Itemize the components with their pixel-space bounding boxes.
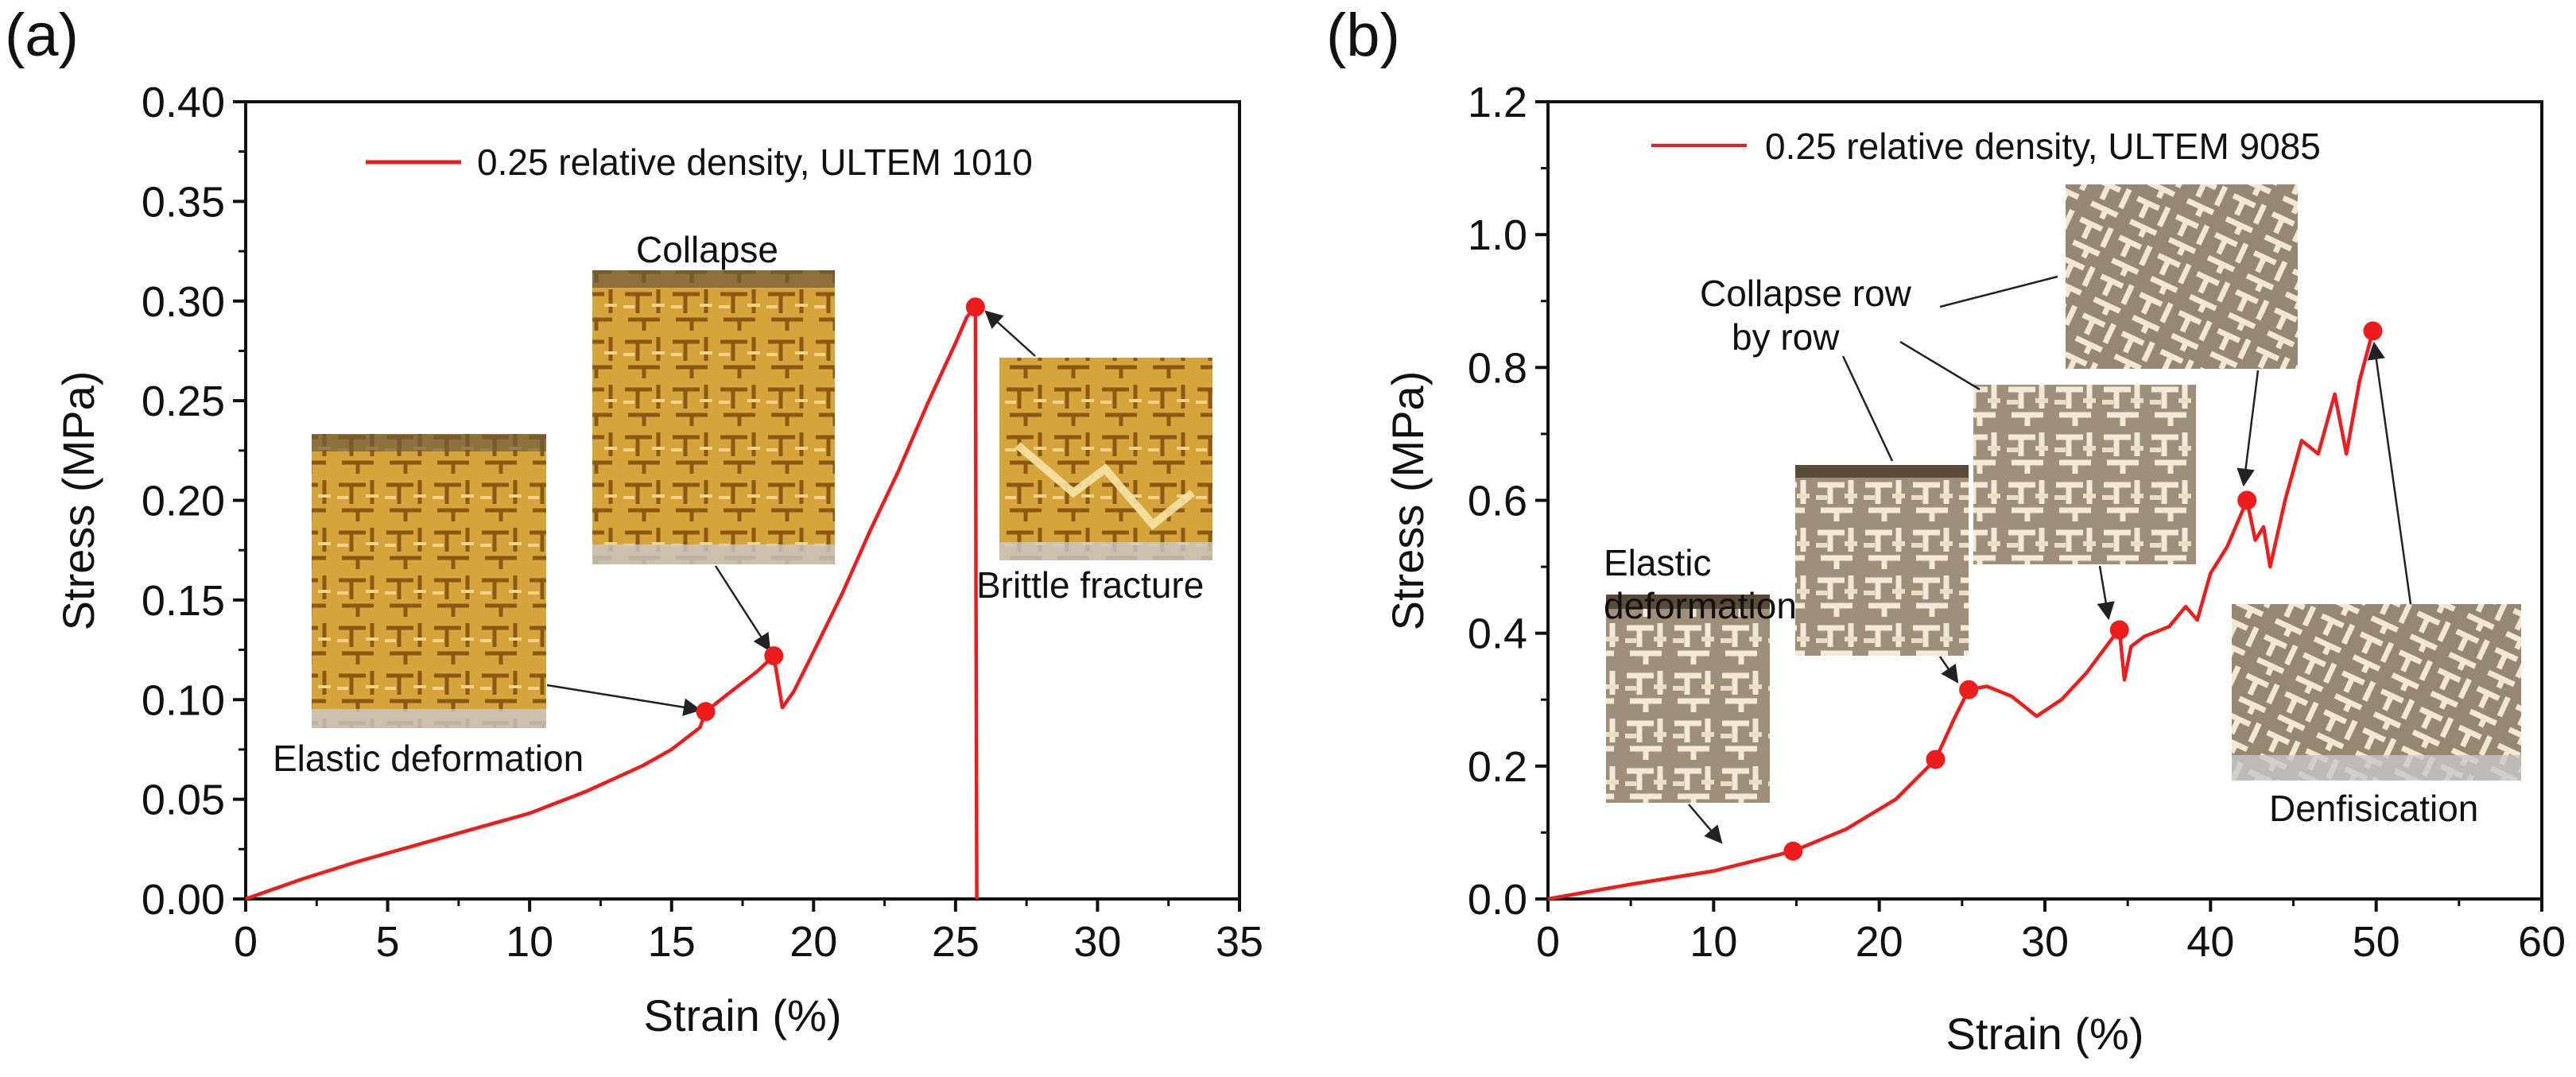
- panel-b-data-point: [1959, 680, 1979, 699]
- panel-b-y-tick-label: 1.0: [1468, 211, 1527, 259]
- panel-b-series-line: [1547, 330, 2375, 901]
- panel-b-y-axis-title: Stress (MPa): [1383, 371, 1433, 631]
- panel-a-x-axis-title: Strain (%): [644, 990, 842, 1040]
- panel-b-arrow-elastic: [1688, 804, 1723, 844]
- panel-b-data-point: [2363, 321, 2383, 341]
- panel-a-y-tick-label: 0.00: [142, 876, 225, 924]
- panel-a-x-tick-label: 25: [932, 918, 980, 966]
- panel-b-x-tick-label: 30: [2021, 918, 2069, 966]
- panel-b-y-tick-label: 0.4: [1468, 610, 1527, 658]
- panel-a-y-tick-label: 0.40: [142, 79, 225, 126]
- inset-b-collapse-2-image: [1973, 385, 2196, 564]
- panel-a-data-point: [965, 297, 985, 317]
- panel-b-annotation-collapse-row: Collapse row: [1700, 273, 1912, 314]
- panel-b-arrow-row-1: [1938, 656, 1959, 684]
- inset-b-elastic-image: [1606, 595, 1770, 803]
- panel-b-label: (b): [1326, 2, 1400, 69]
- panel-a-label: (a): [5, 2, 79, 69]
- panel-b-data-point: [1783, 841, 1803, 861]
- panel-b-x-axis-title: Strain (%): [1946, 1009, 2144, 1059]
- panel-b-y-tick-label: 0.0: [1468, 876, 1527, 924]
- panel-a-x-tick-label: 10: [506, 918, 553, 966]
- panel-b-x-tick-label: 10: [1690, 918, 1737, 966]
- panel-a-x-tick-label: 15: [648, 918, 696, 966]
- panel-a-y-axis-title: Stress (MPa): [53, 371, 103, 631]
- inset-elastic-deformation-image: [312, 434, 546, 728]
- panel-a-arrow-elastic: [546, 684, 702, 716]
- panel-b-y-tick-label: 0.2: [1468, 743, 1527, 791]
- panel-b-data-point: [1926, 750, 1946, 769]
- panel-b-leader-collapse-a: [1939, 275, 2058, 308]
- panel-a: (a) 0 5 10 15 20 25 30 35 0.00 0.05 0.10 0.15 0.20 0.…: [5, 2, 1263, 1040]
- panel-b-y-tick-label: 1.2: [1468, 79, 1527, 126]
- panel-b-x-tick-label: 60: [2518, 918, 2566, 966]
- panel-a-y-tick-label: 0.35: [142, 178, 225, 226]
- inset-b-densification-image: [2232, 604, 2521, 781]
- panel-a-x-tick-label: 30: [1073, 918, 1121, 966]
- panel-a-y-tick-label: 0.25: [142, 378, 225, 425]
- panel-b: (b) 0 10 20 30 40 50 60 0.0 0.2 0.4 0.6 0.8 1.0 1.2 S…: [1326, 2, 2566, 1059]
- panel-a-annotation-collapse: Collapse: [636, 229, 778, 270]
- panel-a-x-tick-label: 35: [1216, 918, 1263, 966]
- panel-b-arrow-row-2: [2097, 565, 2115, 621]
- panel-a-series-line: [245, 305, 979, 901]
- panel-b-arrow-densification: [2367, 341, 2412, 605]
- panel-a-x-tick-label: 20: [789, 918, 837, 966]
- panel-b-x-tick-label: 20: [1856, 918, 1903, 966]
- inset-collapse-image: [592, 270, 835, 564]
- panel-b-annotation-densification: Denfisication: [2269, 788, 2478, 829]
- panel-b-x-tick-label: 50: [2353, 918, 2400, 966]
- inset-b-collapse-1-image: [1795, 465, 1969, 656]
- panel-b-x-tick-label: 0: [1536, 918, 1560, 966]
- panel-b-annotation-deformation: deformation: [1604, 585, 1797, 626]
- panel-b-x-tick-label: 40: [2186, 918, 2234, 966]
- panel-a-y-tick-label: 0.15: [142, 577, 225, 625]
- inset-brittle-fracture-image: [999, 358, 1212, 560]
- panel-b-annotation-by-row: by row: [1732, 316, 1840, 358]
- panel-a-annotation-brittle-fracture: Brittle fracture: [976, 564, 1204, 606]
- panel-a-data-point: [696, 702, 716, 722]
- panel-a-x-tick-label: 5: [376, 918, 400, 966]
- panel-b-y-tick-label: 0.6: [1468, 478, 1527, 525]
- panel-b-data-point: [2109, 620, 2129, 640]
- panel-a-legend-label: 0.25 relative density, ULTEM 1010: [477, 141, 1033, 183]
- panel-b-arrow-row-3: [2237, 370, 2260, 487]
- panel-a-annotation-elastic-deformation: Elastic deformation: [273, 738, 584, 779]
- panel-a-y-tick-label: 0.20: [142, 478, 225, 525]
- panel-b-legend-label: 0.25 relative density, ULTEM 9085: [1765, 126, 2321, 167]
- panel-a-x-tick-label: 0: [234, 918, 258, 966]
- inset-b-collapse-3-image: [2066, 184, 2298, 369]
- panel-b-y-tick-label: 0.8: [1468, 344, 1527, 392]
- panel-b-data-point: [2237, 490, 2257, 510]
- panel-a-y-tick-label: 0.10: [142, 676, 225, 724]
- panel-a-data-point: [764, 646, 784, 666]
- panel-b-leader-collapse-c: [1841, 355, 1894, 462]
- panel-a-y-tick-label: 0.05: [142, 777, 225, 824]
- panel-b-leader-collapse-b: [1899, 340, 1980, 391]
- panel-b-annotation-elastic: Elastic: [1604, 542, 1711, 583]
- panel-a-arrow-collapse: [714, 565, 771, 652]
- panel-a-arrow-fracture: [984, 310, 1036, 357]
- panel-a-y-tick-label: 0.30: [142, 278, 225, 326]
